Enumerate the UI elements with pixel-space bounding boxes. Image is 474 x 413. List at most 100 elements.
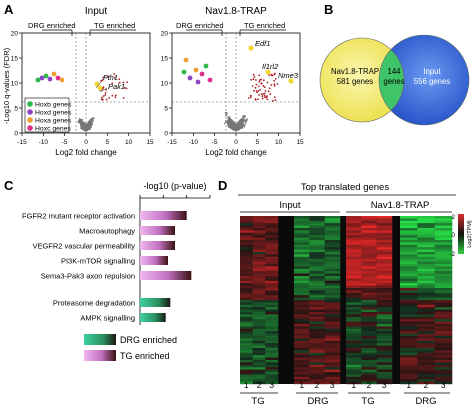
heatmap-cell — [434, 364, 453, 368]
heatmap-cell — [376, 374, 393, 377]
heatmap-cell — [294, 350, 310, 353]
heatmap-cell — [346, 256, 362, 260]
category-label: VEGFR2 vascular permeability — [32, 242, 135, 251]
heatmap-cell — [417, 333, 435, 337]
heatmap-cell — [434, 249, 453, 253]
heatmap-cell — [417, 357, 435, 361]
heatmap-cell — [376, 232, 393, 236]
heatmap-cell — [265, 259, 279, 262]
volcano-left: Input DRG enriched TG enriched Fth1 Pak1… — [2, 6, 154, 157]
heatmap-cell — [434, 355, 453, 358]
volcano-left-points — [35, 71, 128, 132]
heatmap-cell — [376, 292, 393, 296]
heatmap-cell — [417, 374, 435, 377]
heatmap-cell — [434, 345, 453, 349]
heatmap-cell — [417, 271, 435, 274]
heatmap-cell — [346, 259, 362, 262]
heatmap-cell — [324, 244, 341, 248]
heatmap-cell — [240, 261, 253, 265]
heatmap-cell — [346, 360, 362, 363]
heatmap-cell — [309, 336, 325, 339]
heatmap-cell — [265, 364, 279, 368]
volcano-point — [101, 79, 104, 82]
heatmap-cell — [309, 376, 325, 380]
heatmap-cell — [240, 285, 253, 289]
heatmap-cell — [417, 283, 435, 286]
heatmap-cell — [252, 362, 266, 365]
bar — [140, 298, 171, 307]
heatmap-cell — [324, 230, 341, 233]
volcano-point — [111, 94, 114, 97]
heatmap-cell — [294, 278, 310, 281]
heatmap-cell — [417, 240, 435, 243]
heatmap-cell — [252, 240, 266, 243]
heatmap-cell — [361, 218, 377, 221]
volcano-point — [257, 85, 260, 88]
heatmap-cell — [240, 290, 253, 293]
heatmap-cell — [309, 278, 325, 281]
heatmap-cell — [434, 237, 453, 241]
heatmap-cell — [400, 283, 418, 286]
heatmap-cell — [324, 314, 341, 317]
heatmap-cell — [240, 276, 253, 279]
heatmap-cell — [252, 324, 266, 327]
heatmap-cell — [265, 285, 279, 289]
volcano-point — [260, 82, 263, 85]
heatmap-cell — [346, 292, 362, 296]
heatmap-cell — [361, 326, 377, 329]
heatmap-cell — [240, 362, 253, 365]
venn-diagram: Nav1.8-TRAP 581 genes 144 genes Input 55… — [319, 34, 470, 126]
venn-overlap-unit: genes — [383, 77, 404, 86]
heatmap-cell — [294, 244, 310, 248]
heatmap-cell — [309, 247, 325, 250]
heatmap-cell — [265, 360, 279, 363]
heatmap-cell — [346, 273, 362, 277]
heatmap-cell — [309, 244, 325, 248]
heatmap-cell — [294, 374, 310, 377]
heatmap-cell — [376, 235, 393, 238]
heatmap-cell — [400, 268, 418, 272]
heatmap-cell — [417, 345, 435, 349]
heatmap-cell — [324, 336, 341, 339]
heatmap-cell — [309, 237, 325, 241]
heatmap-cell — [252, 256, 266, 260]
heatmap-cell — [400, 280, 418, 284]
heatmap-cell — [400, 324, 418, 327]
heatmap-cell — [361, 252, 377, 255]
y-tick-label: 0 — [164, 130, 168, 137]
volcano-point — [101, 96, 103, 99]
heatmap-cell — [324, 256, 341, 260]
volcano-point — [229, 126, 232, 129]
volcano-point — [263, 92, 266, 95]
heatmap-cell — [294, 345, 310, 349]
y-tick-label: 20 — [11, 30, 19, 37]
heatmap-cell — [417, 230, 435, 233]
volcano-point — [88, 127, 90, 130]
heatmap-cell — [294, 302, 310, 305]
heatmap-column-label: 3 — [330, 380, 335, 390]
heatmap-cell — [324, 300, 341, 303]
heatmap-cell — [294, 261, 310, 265]
heatmap-cell — [434, 218, 453, 221]
volcano-point — [271, 99, 274, 102]
heatmap-cell — [361, 292, 377, 296]
heatmap-cell — [346, 336, 362, 339]
volcano-point — [113, 73, 116, 75]
heatmap-cell — [252, 350, 266, 353]
volcano-point — [235, 124, 238, 127]
heatmap-column-label: 1 — [406, 380, 411, 390]
volcano-point — [83, 128, 86, 131]
heatmap-cell — [346, 220, 362, 224]
heatmap-cell — [309, 273, 325, 277]
heatmap-cell — [361, 223, 377, 226]
heatmap-cell — [294, 264, 310, 267]
volcano-point — [113, 76, 116, 79]
heatmap-cell — [240, 374, 253, 377]
heatmap-cell — [417, 268, 435, 272]
heatmap-cell — [309, 228, 325, 231]
volcano-point — [227, 120, 230, 123]
volcano-point — [114, 96, 117, 98]
heatmap-cell — [324, 357, 341, 361]
heatmap-cell — [417, 235, 435, 238]
heatmap-cell — [400, 240, 418, 243]
